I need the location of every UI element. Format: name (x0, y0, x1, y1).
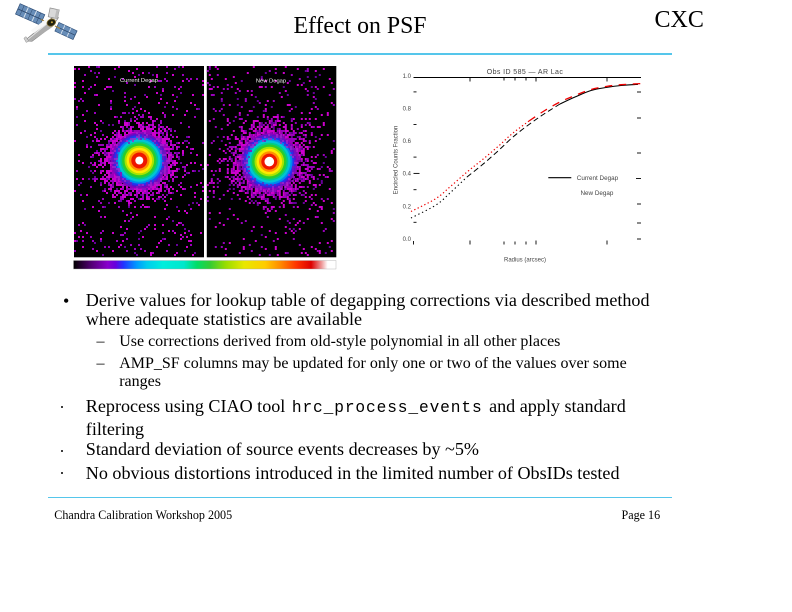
svg-text:New Degap: New Degap (256, 79, 286, 85)
svg-text:0.2: 0.2 (403, 204, 412, 210)
svg-text:Radius (arcsec): Radius (arcsec) (504, 258, 546, 264)
svg-text:Encircled Counts Fraction: Encircled Counts Fraction (394, 126, 400, 195)
svg-text:1.0: 1.0 (403, 74, 412, 80)
svg-text:0.0: 0.0 (403, 237, 412, 243)
svg-text:Current Degap: Current Degap (120, 78, 158, 84)
svg-text:Obs ID 585 — AR Lac: Obs ID 585 — AR Lac (487, 69, 564, 76)
svg-text:Current Degap: Current Degap (577, 175, 619, 182)
svg-text:0.8: 0.8 (403, 107, 412, 113)
svg-text:0.4: 0.4 (403, 172, 412, 178)
svg-text:New Degap: New Degap (581, 190, 614, 197)
svg-text:0.6: 0.6 (403, 139, 412, 145)
